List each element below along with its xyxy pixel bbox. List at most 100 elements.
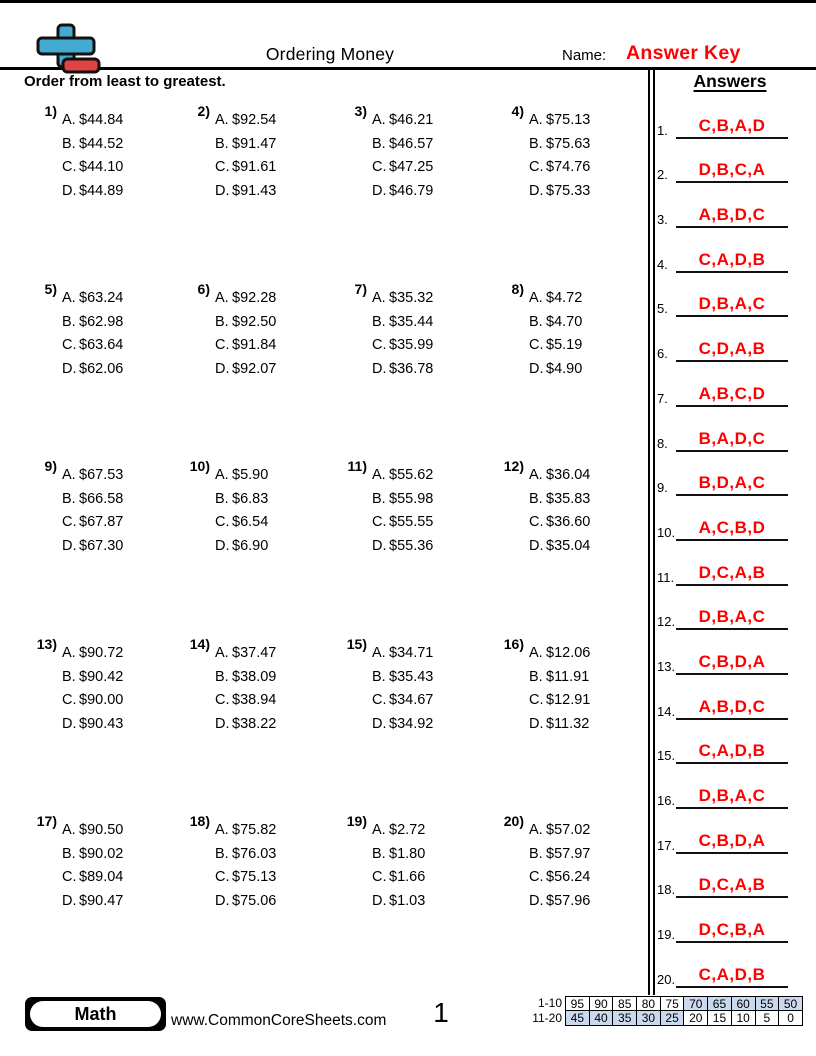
option-letter: C. xyxy=(372,692,387,709)
option-row: C. $47.25 xyxy=(372,156,491,180)
answer-item: 12. D,B,A,C xyxy=(655,592,816,637)
option-amount: $44.10 xyxy=(79,159,124,176)
answer-value: A,B,D,C xyxy=(698,696,766,716)
option-row: D. $55.36 xyxy=(372,535,491,559)
option-amount: $91.61 xyxy=(232,159,277,176)
answer-key-label: Answer Key xyxy=(626,42,741,64)
option-row: C. $56.24 xyxy=(529,866,648,890)
option-letter: A. xyxy=(372,290,386,306)
problem-item: 14) A. $37.47 B. $38.09 C. $38.94 D. $38.22 xyxy=(184,636,334,737)
answer-number: 12. xyxy=(657,614,676,630)
answer-line: C,B,D,A xyxy=(676,831,788,854)
option-amount: $44.89 xyxy=(79,183,124,200)
answer-value: D,B,A,C xyxy=(698,786,766,805)
answer-number: 3. xyxy=(657,212,668,228)
problem-number: 9) xyxy=(44,458,57,474)
answer-line: A,B,D,C xyxy=(676,205,788,229)
option-amount: $2.72 xyxy=(389,822,426,838)
answer-line: A,B,D,C xyxy=(676,697,788,720)
option-row: D. $75.33 xyxy=(529,180,648,204)
option-letter: B. xyxy=(372,490,386,507)
option-row: B. $92.50 xyxy=(215,311,334,335)
option-row: C. $35.99 xyxy=(372,334,491,358)
option-row: A. $35.32 xyxy=(372,287,491,311)
option-amount: $12.06 xyxy=(546,645,591,661)
answer-value: D,B,A,C xyxy=(698,607,766,627)
option-amount: $5.90 xyxy=(232,467,269,483)
grading-score-cell: 65 xyxy=(707,996,732,1012)
option-amount: $6.90 xyxy=(232,538,269,555)
option-letter: C. xyxy=(529,869,544,886)
option-letter: A. xyxy=(372,112,386,128)
answer-item: 20. C,A,D,B xyxy=(655,949,816,994)
answer-line: A,B,C,D xyxy=(676,384,788,407)
option-row: B. $75.63 xyxy=(529,133,648,157)
problem-number: 13) xyxy=(36,636,57,652)
option-row: C. $89.04 xyxy=(62,866,181,890)
answer-value: C,B,D,A xyxy=(698,651,766,671)
answers-divider xyxy=(648,70,655,995)
option-letter: C. xyxy=(62,514,77,531)
answer-line: C,B,D,A xyxy=(676,652,788,675)
answer-number: 10. xyxy=(657,524,676,540)
option-letter: B. xyxy=(62,668,76,685)
option-letter: D. xyxy=(215,716,230,733)
option-row: A. $46.21 xyxy=(372,109,491,133)
option-row: B. $35.83 xyxy=(529,488,648,512)
option-row: C. $67.87 xyxy=(62,511,181,535)
option-row: C. $55.55 xyxy=(372,511,491,535)
option-list: A. $34.71 B. $35.43 C. $34.67 D. $34.92 xyxy=(372,636,491,737)
answer-item: 19. D,C,B,A xyxy=(655,904,816,949)
option-row: B. $46.57 xyxy=(372,133,491,157)
header-rule xyxy=(0,67,816,70)
grading-score-cell: 35 xyxy=(612,1010,638,1026)
grading-score-cell: 30 xyxy=(636,1010,661,1026)
answer-line: B,A,D,C xyxy=(676,429,788,452)
option-row: C. $91.61 xyxy=(215,156,334,180)
option-letter: C. xyxy=(372,159,387,176)
plus-minus-logo-icon xyxy=(36,23,101,74)
answer-value: C,B,A,D xyxy=(698,115,766,135)
option-letter: B. xyxy=(372,668,386,685)
option-letter: B. xyxy=(372,313,386,330)
answer-value: D,C,A,B xyxy=(698,875,766,895)
answer-item: 3. A,B,D,C xyxy=(655,189,816,234)
option-letter: C. xyxy=(62,692,77,709)
grading-score-cell: 25 xyxy=(659,1010,685,1026)
option-amount: $11.91 xyxy=(546,668,590,685)
answer-value: C,D,A,B xyxy=(698,339,766,359)
problem-item: 16) A. $12.06 B. $11.91 C. $12.91 D. $11.32 xyxy=(498,636,648,737)
option-row: C. $1.66 xyxy=(372,866,491,890)
answer-number: 6. xyxy=(657,346,668,362)
option-row: C. $44.10 xyxy=(62,156,181,180)
problem-item: 7) A. $35.32 B. $35.44 C. $35.99 D. $36.78 xyxy=(341,281,491,382)
problem-item: 10) A. $5.90 B. $6.83 C. $6.54 D. $6.90 xyxy=(184,458,334,559)
problem-number: 5) xyxy=(44,281,57,297)
grading-range-label: 1-10 xyxy=(537,996,562,1010)
option-letter: D. xyxy=(215,538,230,555)
option-letter: A. xyxy=(62,822,76,838)
option-row: D. $90.43 xyxy=(62,713,181,737)
option-list: A. $5.90 B. $6.83 C. $6.54 D. $6.90 xyxy=(215,458,334,559)
answer-item: 14. A,B,D,C xyxy=(655,681,816,726)
answer-item: 6. C,D,A,B xyxy=(655,323,816,368)
option-amount: $92.28 xyxy=(232,290,277,306)
option-list: A. $90.50 B. $90.02 C. $89.04 D. $90.47 xyxy=(62,813,181,914)
answer-item: 7. A,B,C,D xyxy=(655,368,816,413)
answer-item: 16. D,B,A,C xyxy=(655,770,816,815)
option-letter: C. xyxy=(215,337,230,354)
option-amount: $4.90 xyxy=(546,361,583,378)
option-amount: $46.57 xyxy=(389,135,434,152)
option-letter: B. xyxy=(529,135,543,152)
option-row: A. $34.71 xyxy=(372,642,491,666)
option-amount: $5.19 xyxy=(546,337,583,354)
answer-value: B,A,D,C xyxy=(698,428,766,448)
grading-range-label: 11-20 xyxy=(532,1011,562,1025)
option-amount: $55.36 xyxy=(389,538,434,555)
option-letter: A. xyxy=(62,290,76,306)
option-row: D. $44.89 xyxy=(62,180,181,204)
option-amount: $34.71 xyxy=(389,645,434,661)
option-amount: $91.84 xyxy=(232,337,277,354)
option-list: A. $75.82 B. $76.03 C. $75.13 D. $75.06 xyxy=(215,813,334,914)
option-amount: $56.24 xyxy=(546,869,591,886)
